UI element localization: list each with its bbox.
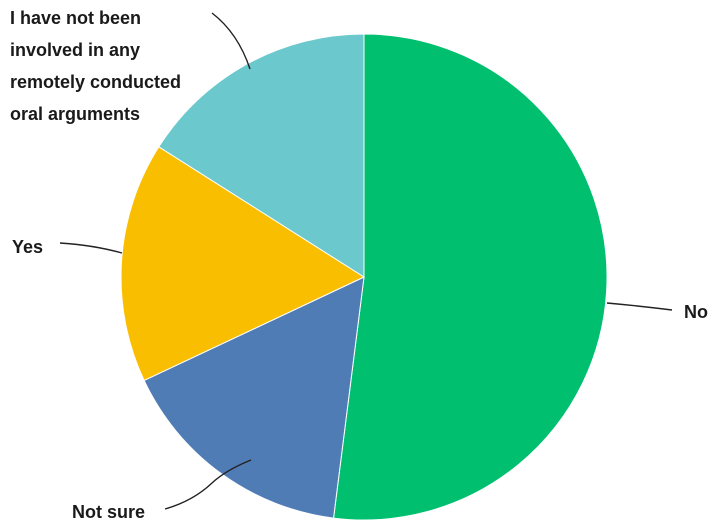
slice-label-yes: Yes	[12, 237, 43, 257]
leader-line-not-sure	[164, 459, 252, 510]
slice-label-line: involved in any	[10, 40, 140, 60]
slice-label-line: remotely conducted	[10, 72, 181, 92]
slice-label-line: No	[684, 302, 708, 322]
pie-slices	[120, 33, 608, 521]
slice-label-line: Not sure	[72, 502, 145, 522]
leader-line-not-involved	[211, 12, 251, 70]
leader-line-yes	[59, 242, 123, 254]
slice-label-not-involved: I have not been involved in any remotely c…	[10, 8, 181, 124]
pie-slice-no	[332, 33, 608, 521]
pie-slice-yes	[120, 146, 366, 382]
slice-label-not-sure: Not sure	[72, 502, 145, 522]
slice-label-line: Yes	[12, 237, 43, 257]
slice-label-line: I have not been	[10, 8, 141, 28]
slice-label-line: oral arguments	[10, 104, 140, 124]
pie-slice-not-sure	[143, 276, 365, 519]
slice-label-no: No	[684, 302, 708, 322]
pie-slice-not-involved	[158, 33, 365, 278]
pie-labels: No Not sure Yes I have not been involved in …	[10, 8, 708, 522]
pie-leader-lines	[59, 12, 673, 510]
leader-line-no	[606, 302, 673, 311]
